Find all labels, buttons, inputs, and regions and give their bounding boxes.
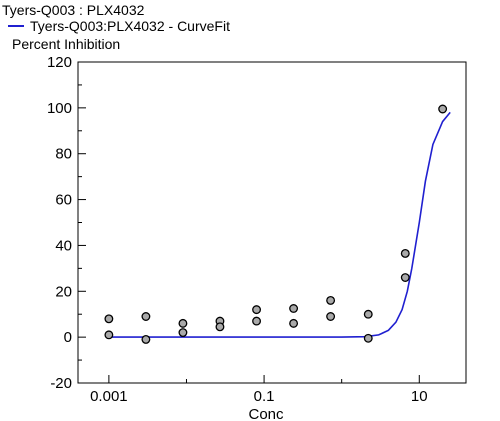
- y-tick-label: 80: [55, 146, 72, 163]
- data-point: [289, 304, 299, 313]
- x-tick-label: 0.001: [90, 388, 128, 405]
- data-point: [326, 312, 336, 321]
- data-point: [363, 333, 373, 343]
- data-point: [363, 309, 373, 319]
- chart-title: Tyers-Q003 : PLX4032: [2, 2, 145, 18]
- data-point: [438, 104, 448, 114]
- data-point: [252, 305, 262, 315]
- data-point: [400, 249, 410, 258]
- y-tick-label: 60: [55, 192, 72, 209]
- y-tick-label: 20: [55, 283, 72, 300]
- x-tick-label: 0.1: [254, 388, 275, 405]
- data-point: [400, 273, 410, 282]
- x-tick-label: 10: [411, 388, 428, 405]
- legend-swatch: [8, 25, 24, 27]
- legend-entry: Tyers-Q003:PLX4032 - CurveFit: [8, 18, 230, 34]
- data-point: [141, 312, 151, 321]
- legend-label: Tyers-Q003:PLX4032 - CurveFit: [30, 18, 230, 34]
- y-tick-label: 40: [55, 237, 72, 254]
- plot-frame: [77, 61, 467, 384]
- curve-fit-line: [108, 111, 451, 338]
- data-point: [104, 314, 114, 324]
- y-axis-label: Percent Inhibition: [12, 36, 121, 52]
- y-tick-label: 120: [47, 54, 72, 71]
- data-point: [141, 334, 151, 344]
- data-point: [252, 316, 262, 326]
- x-axis-label: Conc: [248, 406, 284, 421]
- data-point: [104, 330, 114, 340]
- data-point: [215, 322, 225, 332]
- data-point: [178, 318, 188, 328]
- y-tick-label: 100: [47, 100, 72, 117]
- data-point: [178, 328, 188, 338]
- y-tick-label: 0: [64, 329, 72, 346]
- data-point: [289, 318, 299, 328]
- data-point: [326, 296, 336, 305]
- y-tick-label: -20: [50, 375, 72, 392]
